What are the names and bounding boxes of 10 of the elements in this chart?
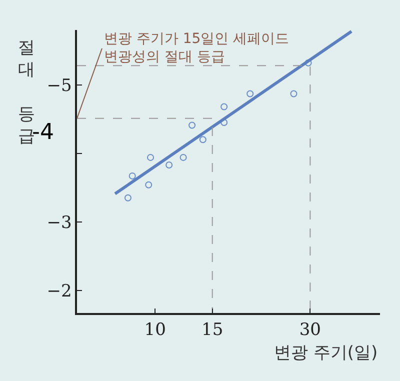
annotation: 변광 주기가 15일인 세페이드 변광성의 절대 등급 xyxy=(104,31,290,66)
text: 절대 등급 xyxy=(18,38,35,146)
y-tick-label: −5 xyxy=(46,76,72,96)
x-axis-title: 변광 주기(일) xyxy=(274,343,378,363)
x-tick-label: 10 xyxy=(144,320,166,340)
x-tick-label: 30 xyxy=(299,320,321,340)
x-tick-label: 15 xyxy=(202,320,224,340)
text: -4 xyxy=(32,120,54,145)
y-tick-label: −2 xyxy=(46,281,72,302)
y-tick-label: −3 xyxy=(46,212,72,233)
